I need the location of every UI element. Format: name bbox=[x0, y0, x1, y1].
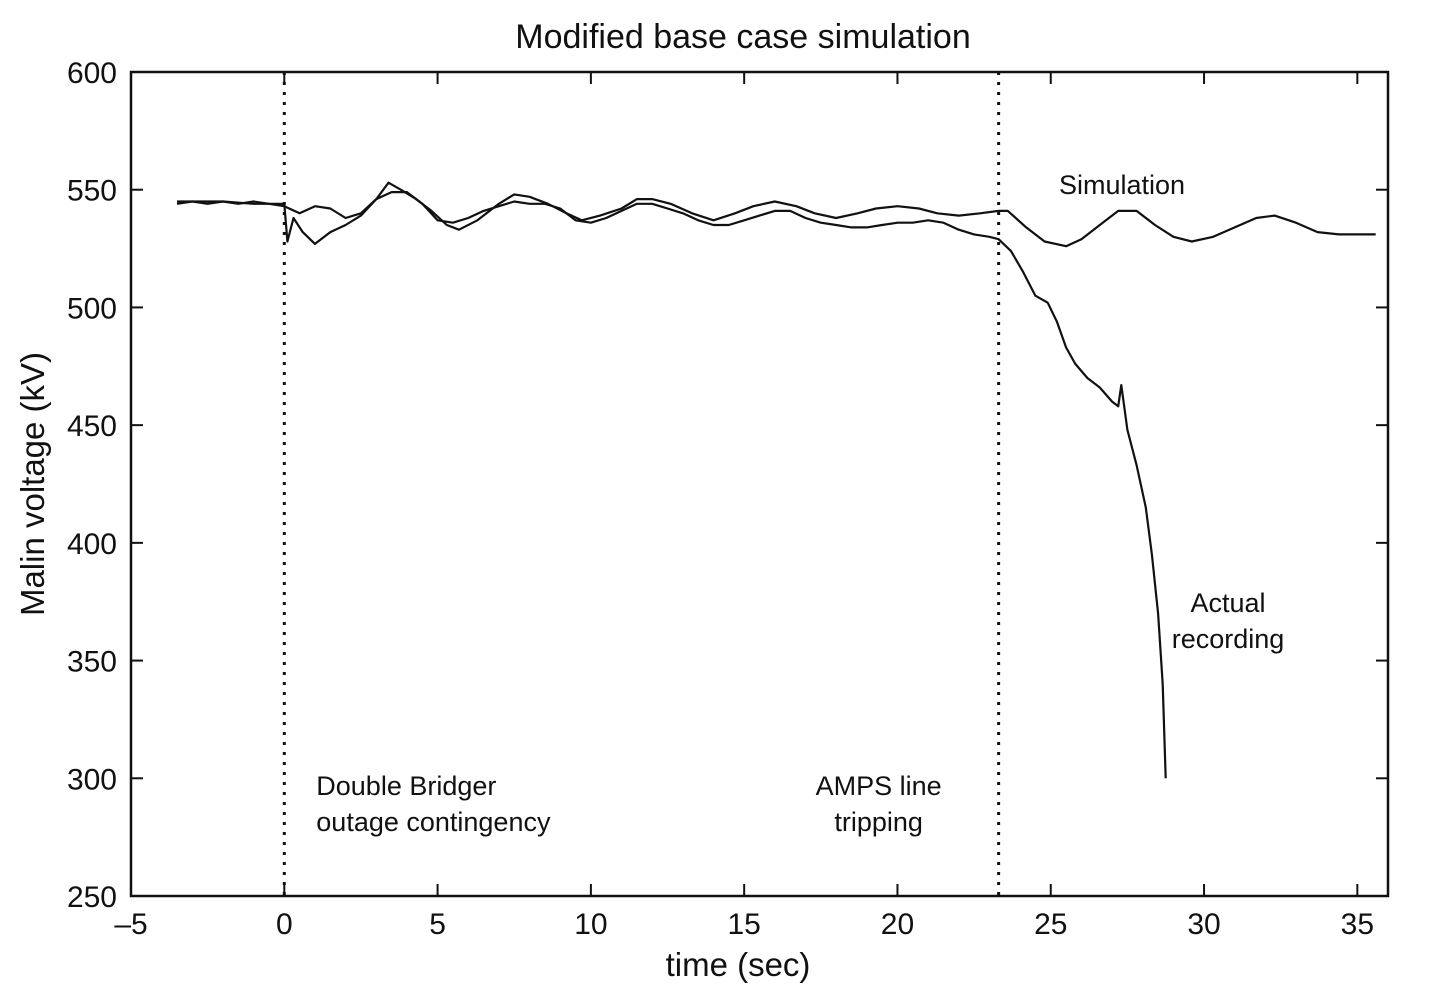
actual-recording-series-line bbox=[177, 191, 1167, 779]
y-tick-label: 600 bbox=[67, 57, 117, 90]
x-tick-label: 35 bbox=[1341, 908, 1374, 941]
y-tick-label: 350 bbox=[67, 646, 117, 679]
event-markers bbox=[282, 72, 1001, 896]
x-tick-label: 15 bbox=[727, 908, 760, 941]
chart-title: Modified base case simulation bbox=[515, 18, 970, 56]
y-tick-label: 500 bbox=[67, 292, 117, 325]
axis-ticks: –5 0 5 10 15 20 25 30 35 250 300 350 400 450 500 550 600 bbox=[67, 57, 1388, 941]
event-label: tripping bbox=[834, 807, 923, 837]
x-tick-label: 25 bbox=[1034, 908, 1067, 941]
plot-frame bbox=[129, 70, 1390, 898]
y-axis-title: Malin voltage (kV) bbox=[14, 352, 51, 616]
x-tick-label: 30 bbox=[1187, 908, 1220, 941]
x-tick-label: 0 bbox=[276, 908, 293, 941]
event-label: outage contingency bbox=[316, 807, 551, 837]
event-label: AMPS line bbox=[816, 771, 942, 801]
x-tick-label: 10 bbox=[574, 908, 607, 941]
series-label: recording bbox=[1172, 624, 1285, 654]
y-tick-label: 300 bbox=[67, 763, 117, 796]
annotations: Double Bridger outage contingency AMPS lin… bbox=[316, 170, 1284, 837]
y-tick-label: 250 bbox=[67, 881, 117, 914]
x-axis-title: time (sec) bbox=[666, 946, 811, 983]
y-tick-label: 450 bbox=[67, 410, 117, 443]
event-label: Double Bridger bbox=[316, 771, 496, 801]
x-tick-label: 20 bbox=[881, 908, 914, 941]
x-tick-label: –5 bbox=[114, 908, 147, 941]
x-tick-label: 5 bbox=[429, 908, 446, 941]
simulation-series-line bbox=[176, 181, 1376, 248]
series-label: Actual bbox=[1190, 588, 1265, 618]
y-tick-label: 400 bbox=[67, 528, 117, 561]
data-series bbox=[176, 181, 1376, 779]
series-label: Simulation bbox=[1059, 170, 1185, 200]
y-tick-label: 550 bbox=[67, 175, 117, 208]
